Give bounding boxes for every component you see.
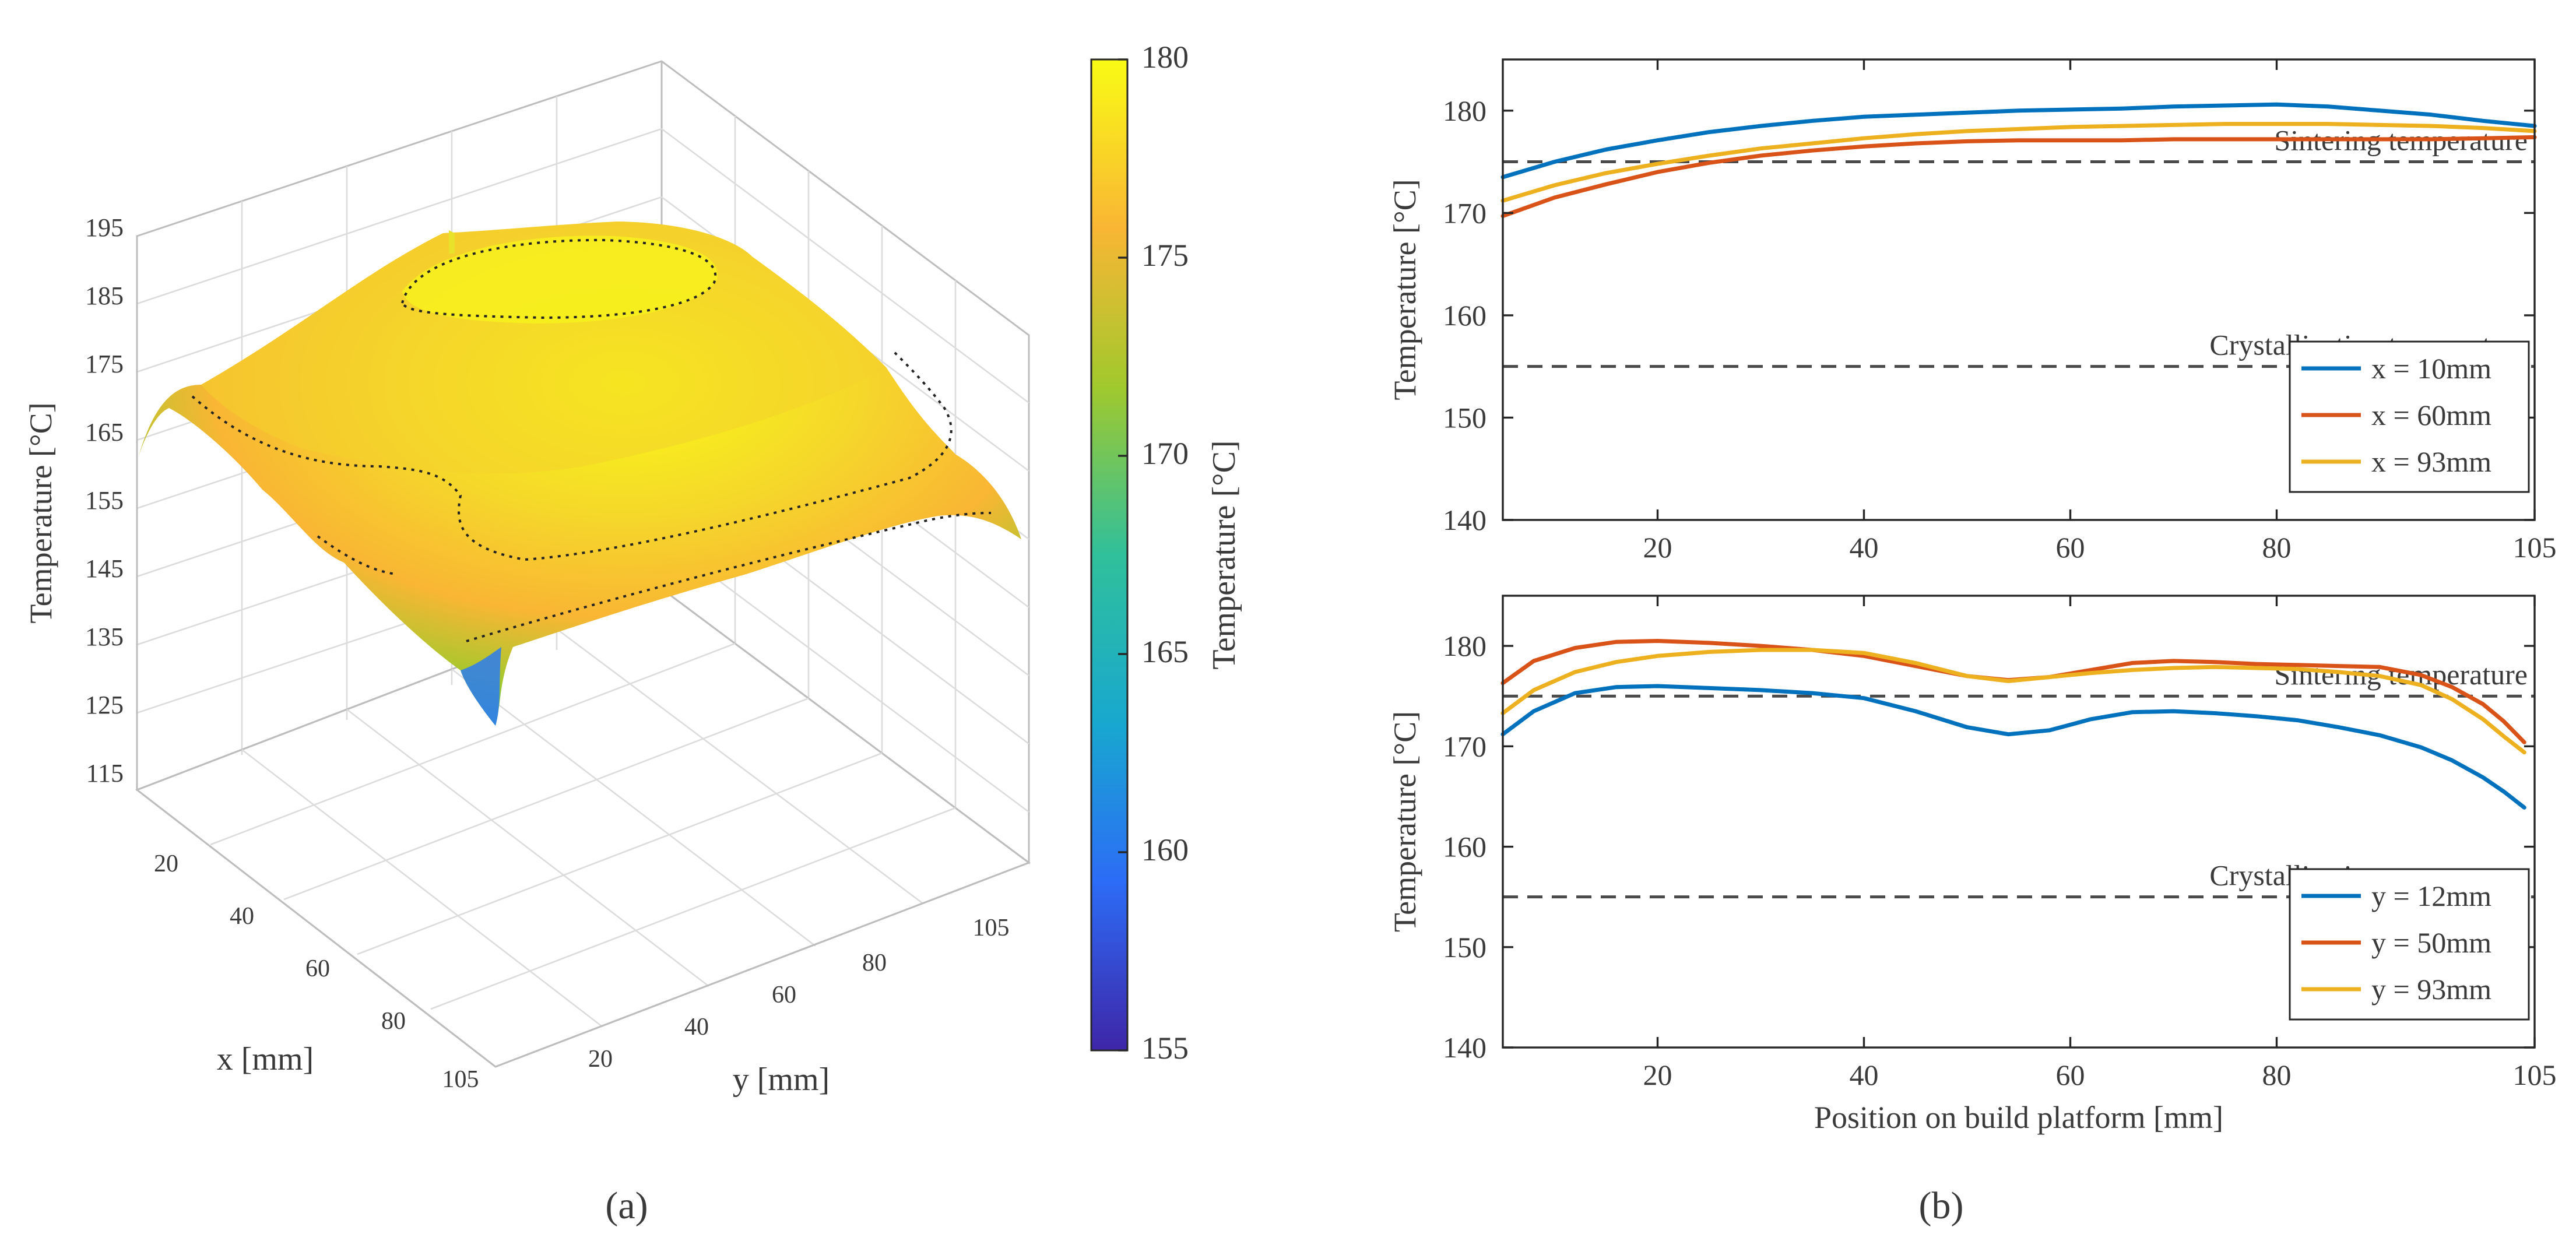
x-tick-label: 60 — [2056, 1059, 2085, 1091]
colorbar-tick-label: 165 — [1141, 634, 1189, 669]
temperature-surface — [138, 222, 1021, 726]
colorbar-tick-label: 160 — [1141, 832, 1189, 867]
y-axis-label: Temperature [°C] — [1387, 179, 1422, 400]
legend-entry: y = 50mm — [2371, 926, 2491, 959]
x-axis-label: x [mm] — [217, 1041, 314, 1077]
x-tick-label: 20 — [154, 850, 178, 877]
x-tick-label: 105 — [2513, 1059, 2557, 1091]
y-tick-label: 150 — [1443, 401, 1486, 434]
series-line — [1500, 648, 2526, 755]
x-tick-label: 20 — [1643, 1059, 1672, 1091]
x-tick-label: 80 — [2262, 531, 2292, 564]
x-tick-label: 40 — [230, 903, 254, 930]
legend: x = 10mm x = 60mm x = 93mm — [2289, 340, 2530, 493]
surface-plateau — [201, 222, 886, 474]
colorbar: 180 175 170 165 160 155 Temperature [°C] — [1090, 40, 1242, 1066]
x-tick-label: 40 — [1850, 531, 1879, 564]
x-tick-label: 60 — [305, 955, 330, 982]
x-tick-label: 80 — [2262, 1059, 2292, 1091]
y-tick-label: 40 — [684, 1014, 709, 1040]
y-tick-label: 60 — [772, 982, 796, 1008]
y-tick-label: 140 — [1443, 1031, 1486, 1064]
y-tick-label: 170 — [1443, 196, 1486, 229]
y-tick-label: 160 — [1443, 831, 1486, 863]
y-axis-label: Temperature [°C] — [1387, 711, 1422, 932]
colorbar-tick-label: 170 — [1141, 436, 1189, 471]
x-axis-label: Position on build platform [mm] — [1814, 1100, 2223, 1135]
z-tick-label: 195 — [85, 213, 124, 242]
colorbar-tick-label: 180 — [1141, 40, 1189, 75]
colorbar-gradient — [1090, 58, 1129, 1052]
z-tick-label: 145 — [85, 554, 124, 583]
floor-gridlines — [210, 628, 956, 1028]
x-tick-label: 60 — [2056, 531, 2085, 564]
legend-entry: x = 10mm — [2371, 352, 2491, 385]
y-tick-label: 140 — [1443, 504, 1486, 536]
z-tick-label: 165 — [85, 418, 124, 447]
colorbar-ticks: 180 175 170 165 160 155 — [1118, 40, 1189, 1066]
reference-line-label: Sintering temperature — [2274, 658, 2528, 691]
z-axis-label: Temperature [°C] — [23, 402, 58, 623]
x-axis-ticks: 20 40 60 80 105 — [154, 850, 479, 1093]
y-tick-label: 105 — [973, 915, 1010, 941]
floor — [135, 588, 1031, 1068]
plot-area-frame — [1502, 595, 2536, 1049]
x-tick-label: 105 — [442, 1066, 479, 1093]
y-tick-label: 170 — [1443, 730, 1486, 762]
y-axis-label: y [mm] — [733, 1061, 830, 1098]
surface-corner-dip — [461, 647, 501, 726]
z-tick-label: 155 — [85, 486, 124, 515]
z-tick-label: 115 — [86, 759, 124, 788]
series-line — [1500, 135, 2537, 219]
z-tick-label: 135 — [85, 623, 124, 651]
colorbar-tick-label: 155 — [1141, 1031, 1189, 1066]
line-chart-1: Sintering temperatureCrystallization tem… — [1387, 58, 2557, 564]
y-tick-label: 180 — [1443, 630, 1486, 662]
colorbar-tick-label: 175 — [1141, 238, 1189, 273]
y-tick-label: 80 — [862, 950, 887, 976]
legend: y = 12mm y = 50mm y = 93mm — [2289, 868, 2530, 1021]
x-tick-label: 20 — [1643, 531, 1672, 564]
z-tick-label: 125 — [85, 691, 124, 719]
surface-hotspot — [402, 235, 718, 324]
y-tick-label: 20 — [588, 1046, 613, 1073]
legend-entry: x = 60mm — [2371, 399, 2491, 431]
isotherm-contours — [191, 238, 992, 642]
y-tick-label: 180 — [1443, 94, 1486, 127]
z-tick-label: 175 — [85, 350, 124, 378]
plot-area-frame — [1502, 58, 2536, 521]
z-tick-label: 185 — [85, 282, 124, 310]
legend-entry: y = 93mm — [2371, 973, 2491, 1006]
legend-entry: y = 12mm — [2371, 880, 2491, 912]
x-tick-label: 40 — [1850, 1059, 1879, 1091]
line-chart-2: Sintering temperatureCrystallization tem… — [1387, 595, 2557, 1135]
series-line — [1500, 102, 2537, 180]
surface-panel: 195 185 175 165 155 145 135 125 115 Temp… — [23, 60, 1031, 1098]
y-tick-label: 150 — [1443, 931, 1486, 964]
series-line — [1500, 122, 2537, 203]
colorbar-label: Temperature [°C] — [1206, 440, 1242, 669]
x-tick-label: 80 — [381, 1008, 406, 1035]
y-axis-ticks: 20 40 60 80 105 — [588, 915, 1010, 1073]
y-tick-label: 160 — [1443, 299, 1486, 332]
legend-entry: x = 93mm — [2371, 445, 2491, 478]
surface-spike — [449, 230, 455, 254]
panel-b-label: (b) — [1919, 1184, 1964, 1227]
panel-a-label: (a) — [605, 1184, 648, 1227]
series-line — [1500, 684, 2526, 810]
x-tick-label: 105 — [2513, 531, 2557, 564]
line-charts: Sintering temperatureCrystallization tem… — [1387, 58, 2557, 1135]
z-axis-ticks: 195 185 175 165 155 145 135 125 115 — [85, 213, 124, 788]
